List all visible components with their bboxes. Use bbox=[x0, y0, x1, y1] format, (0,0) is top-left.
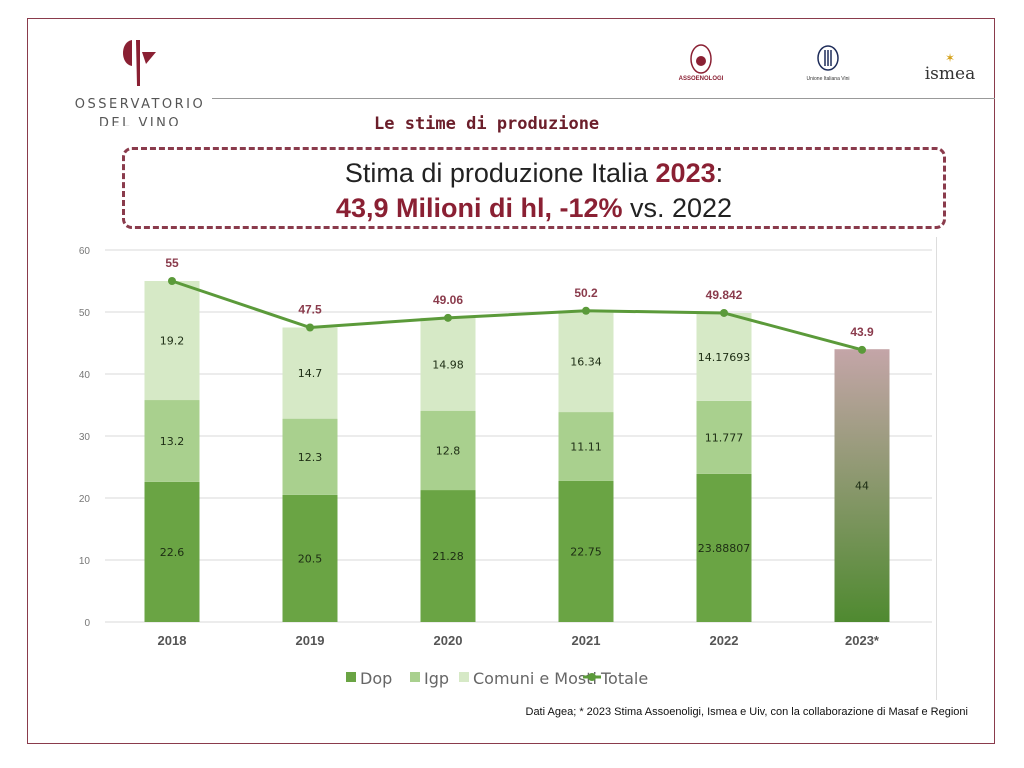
brand-line1: OSSERVATORIO bbox=[74, 97, 206, 112]
slide-frame bbox=[27, 18, 995, 744]
headline-prefix: Stima di produzione Italia bbox=[344, 158, 656, 188]
bar-data-label: 19.2 bbox=[160, 335, 185, 348]
bar-data-label: 22.75 bbox=[570, 545, 602, 558]
total-data-label: 50.2 bbox=[574, 286, 598, 300]
bar-dop bbox=[420, 490, 476, 622]
source-note: Dati Agea; * 2023 Stima Assoenoligi, Ism… bbox=[525, 706, 969, 718]
headline-line1: Stima di produzione Italia 2023: bbox=[125, 156, 943, 190]
bar-data-label: 20.5 bbox=[298, 552, 323, 565]
y-tick-label: 30 bbox=[79, 432, 91, 443]
point-totale bbox=[306, 323, 314, 332]
bar-data-label: 21.28 bbox=[432, 550, 464, 563]
headline-box: Stima di produzione Italia 2023: 43,9 Mi… bbox=[122, 147, 946, 229]
point-totale bbox=[444, 313, 452, 322]
bar-data-label: 13.2 bbox=[160, 435, 185, 448]
bar-dop bbox=[282, 494, 338, 622]
uiv-emblem-icon bbox=[817, 45, 839, 71]
bar-igp bbox=[696, 400, 752, 474]
total-data-label: 43.9 bbox=[850, 325, 874, 339]
brand-line2: DEL VINO bbox=[98, 116, 182, 126]
legend-swatch-icon bbox=[459, 672, 469, 682]
bar-data-label: 14.98 bbox=[432, 358, 464, 371]
bar-igp bbox=[144, 400, 200, 482]
x-tick-label: 2019 bbox=[296, 633, 325, 648]
total-data-label: 49.842 bbox=[706, 288, 743, 302]
point-totale bbox=[858, 345, 866, 354]
x-tick-label: 2021 bbox=[572, 633, 601, 648]
bar-data-label: 11.11 bbox=[570, 441, 602, 454]
osservatorio-logo: OSSERVATORIO DEL VINO bbox=[70, 38, 210, 126]
legend-label: Totale bbox=[600, 669, 648, 688]
line-totale bbox=[171, 279, 863, 352]
x-tick-label: 2020 bbox=[434, 633, 463, 648]
bar-data-label: 12.3 bbox=[298, 451, 323, 464]
bar-data-label: 44 bbox=[855, 480, 869, 493]
bar-dop bbox=[144, 481, 200, 622]
point-totale bbox=[582, 306, 590, 315]
point-totale bbox=[720, 308, 728, 317]
bar-data-label: 14.7 bbox=[298, 367, 323, 380]
assoenologi-emblem-icon bbox=[690, 44, 712, 74]
x-tick-label: 2018 bbox=[158, 633, 187, 648]
bar-comuni-e-mosti bbox=[282, 327, 338, 419]
bar-data-label: 14.17693 bbox=[698, 351, 751, 364]
bar-dop bbox=[558, 480, 614, 622]
uiv-text: Unione Italiana Vini bbox=[806, 76, 850, 82]
bar-comuni-e-mosti bbox=[696, 312, 752, 401]
legend-label: Dop bbox=[360, 669, 392, 688]
ismea-sparkle-icon: ✶ bbox=[944, 51, 956, 65]
legend-swatch-icon bbox=[410, 672, 420, 682]
bar-comuni-e-mosti bbox=[420, 317, 476, 411]
header-divider bbox=[212, 98, 995, 99]
uiv-logo: Unione Italiana Vini bbox=[800, 44, 856, 82]
section-title: Le stime di produzione bbox=[374, 114, 600, 134]
y-tick-label: 10 bbox=[79, 556, 91, 567]
bar-data-label: 12.8 bbox=[436, 444, 461, 457]
total-data-label: 55 bbox=[165, 256, 179, 270]
headline-colon: : bbox=[715, 158, 724, 188]
osservatorio-logo-icon bbox=[123, 40, 156, 86]
bar-data-label: 11.777 bbox=[705, 431, 744, 444]
legend-marker-icon bbox=[588, 673, 596, 681]
ismea-logo: ✶ ismea bbox=[920, 52, 980, 84]
bar-data-label: 23.88807 bbox=[698, 542, 751, 555]
legend-label: Comuni e Mosti bbox=[473, 669, 597, 688]
assoenologi-logo: ASSOENOLOGI bbox=[676, 44, 726, 82]
assoenologi-text: ASSOENOLOGI bbox=[678, 76, 724, 82]
bar-comuni-e-mosti bbox=[558, 310, 614, 413]
y-tick-label: 0 bbox=[84, 618, 90, 629]
y-tick-label: 40 bbox=[79, 370, 91, 381]
total-data-label: 49.06 bbox=[433, 293, 463, 307]
bar-data-label: 22.6 bbox=[160, 546, 185, 559]
y-tick-label: 60 bbox=[79, 246, 91, 257]
x-tick-label: 2023* bbox=[845, 633, 880, 648]
total-data-label: 47.5 bbox=[298, 303, 322, 317]
bar-igp bbox=[558, 412, 614, 481]
legend-swatch-icon bbox=[346, 672, 356, 682]
y-tick-label: 20 bbox=[79, 494, 91, 505]
bar-dop bbox=[696, 473, 752, 622]
x-tick-label: 2022 bbox=[710, 633, 739, 648]
headline-year: 2023 bbox=[655, 158, 716, 188]
headline-figure: 43,9 Milioni di hl, -12% bbox=[335, 193, 623, 223]
headline-comparison: vs. 2022 bbox=[622, 193, 733, 223]
ismea-text: ismea bbox=[924, 64, 976, 84]
bar-data-label: 16.34 bbox=[570, 355, 602, 368]
bar-igp bbox=[420, 410, 476, 491]
bar-comuni-e-mosti bbox=[144, 281, 200, 401]
point-totale bbox=[168, 277, 176, 285]
headline-line2: 43,9 Milioni di hl, -12% vs. 2022 bbox=[125, 190, 943, 226]
bar-estimate-2023 bbox=[834, 349, 890, 622]
bar-igp bbox=[282, 418, 338, 495]
legend-label: Igp bbox=[424, 669, 449, 688]
y-tick-label: 50 bbox=[79, 308, 91, 319]
